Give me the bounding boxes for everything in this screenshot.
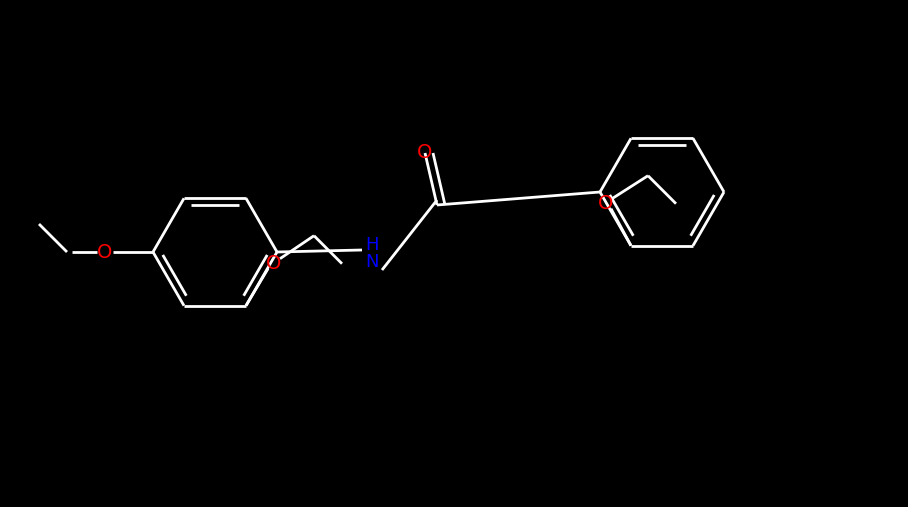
Text: O: O <box>598 194 614 213</box>
Text: O: O <box>266 254 281 273</box>
Text: O: O <box>418 143 433 163</box>
Text: O: O <box>97 242 113 262</box>
Text: N: N <box>365 253 379 271</box>
Text: H: H <box>365 236 379 254</box>
